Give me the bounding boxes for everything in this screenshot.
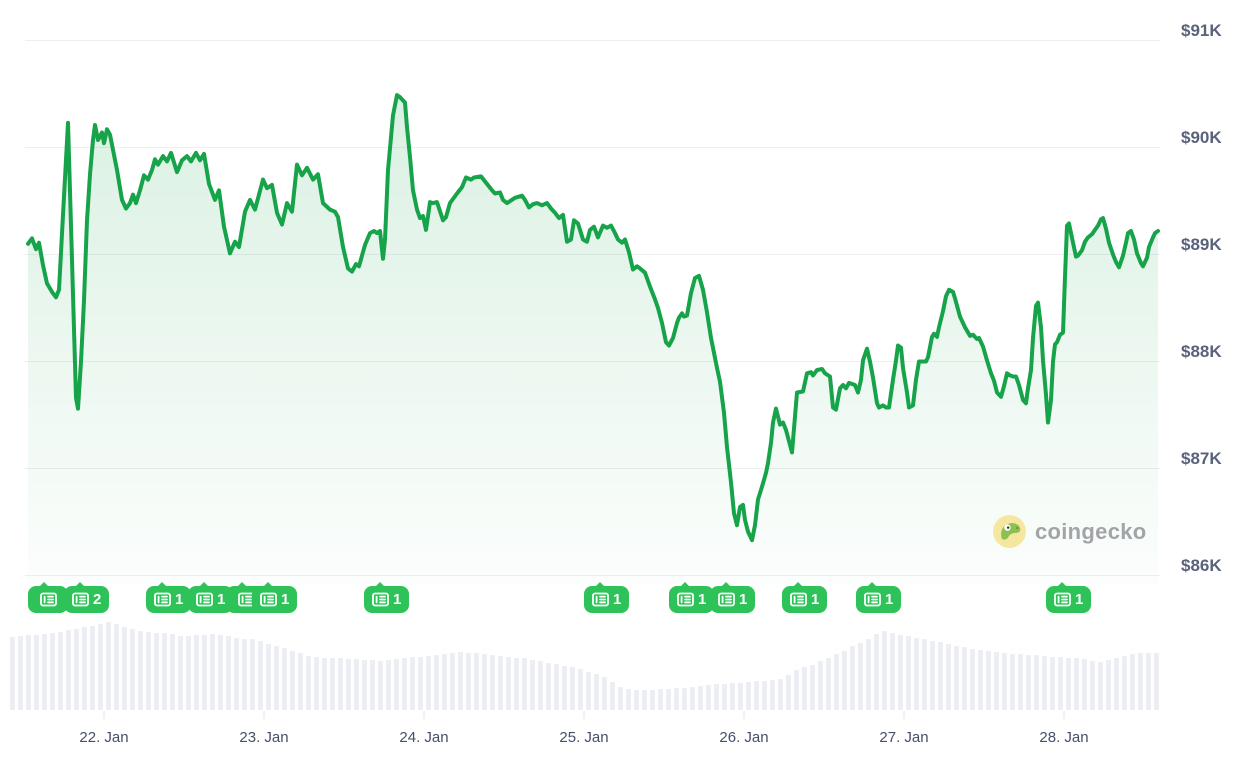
news-badge[interactable]: 1 [364, 582, 410, 613]
news-badge[interactable]: 2 [64, 582, 110, 613]
x-axis-label: 22. Jan [79, 729, 129, 746]
news-count: 1 [393, 591, 402, 608]
news-count: 1 [281, 591, 290, 608]
news-badge[interactable]: 1 [188, 582, 234, 613]
news-badge[interactable]: 1 [856, 582, 902, 613]
badge-pointer-icon [1057, 582, 1067, 587]
watermark: coingecko [993, 515, 1147, 548]
y-axis-label: $90K [1181, 127, 1222, 147]
y-axis-label: $88K [1181, 341, 1222, 361]
badge-pointer-icon [867, 582, 877, 587]
newspaper-icon [1054, 592, 1071, 607]
news-badge[interactable]: 1 [252, 582, 298, 613]
y-axis-label: $91K [1181, 20, 1222, 40]
news-count: 1 [175, 591, 184, 608]
x-axis-label: 24. Jan [399, 729, 449, 746]
news-count: 2 [93, 591, 102, 608]
watermark-brand-text: coingecko [1035, 518, 1147, 544]
badge-pointer-icon [199, 582, 209, 587]
badge-pointer-icon [157, 582, 167, 587]
newspaper-icon [72, 592, 89, 607]
newspaper-icon [592, 592, 609, 607]
newspaper-icon [718, 592, 735, 607]
badge-pointer-icon [793, 582, 803, 587]
news-count: 1 [739, 591, 748, 608]
news-badge[interactable]: 1 [146, 582, 192, 613]
x-axis-label: 26. Jan [719, 729, 769, 746]
x-axis-label: 23. Jan [239, 729, 289, 746]
price-area-fill [28, 95, 1158, 584]
y-axis-label: $89K [1181, 234, 1222, 254]
newspaper-icon [677, 592, 694, 607]
newspaper-icon [154, 592, 171, 607]
news-badge[interactable] [28, 582, 68, 613]
volume-bars [10, 622, 1159, 710]
x-axis-label: 25. Jan [559, 729, 609, 746]
newspaper-icon [39, 592, 57, 607]
badge-pointer-icon [237, 582, 247, 587]
x-axis-label: 27. Jan [879, 729, 929, 746]
price-line [26, 93, 1160, 543]
news-count: 1 [698, 591, 707, 608]
news-badge[interactable]: 1 [782, 582, 828, 613]
x-axis-ticks [103, 711, 1065, 719]
badge-pointer-icon [75, 582, 85, 587]
newspaper-icon [790, 592, 807, 607]
news-badge[interactable]: 1 [1046, 582, 1092, 613]
y-axis-label: $86K [1181, 555, 1222, 575]
newspaper-icon [864, 592, 881, 607]
y-axis-label: $87K [1181, 448, 1222, 468]
newspaper-icon [260, 592, 277, 607]
news-count: 1 [1075, 591, 1084, 608]
news-count: 1 [613, 591, 622, 608]
badge-pointer-icon [595, 582, 605, 587]
coingecko-logo-icon [993, 515, 1026, 548]
news-badge[interactable]: 1 [584, 582, 630, 613]
badge-pointer-icon [39, 582, 49, 587]
badge-pointer-icon [680, 582, 690, 587]
news-count: 1 [217, 591, 226, 608]
badge-pointer-icon [375, 582, 385, 587]
news-count: 1 [885, 591, 894, 608]
x-axis-label: 28. Jan [1039, 729, 1089, 746]
newspaper-icon [372, 592, 389, 607]
badge-pointer-icon [721, 582, 731, 587]
news-badge[interactable]: 1 [669, 582, 715, 613]
news-count: 1 [811, 591, 820, 608]
news-badge[interactable]: 1 [710, 582, 756, 613]
newspaper-icon [196, 592, 213, 607]
badge-pointer-icon [263, 582, 273, 587]
